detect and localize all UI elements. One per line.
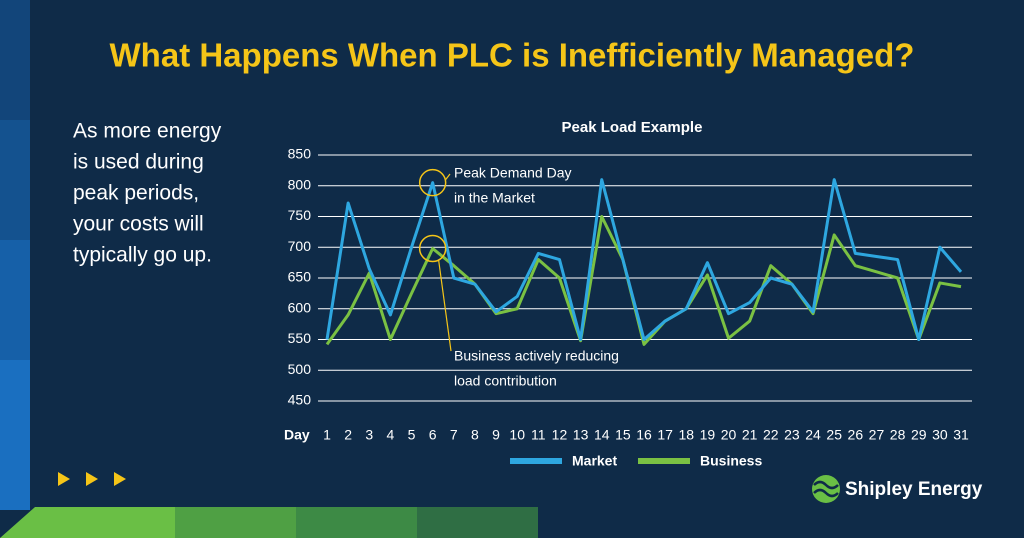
x-axis-label: Day [284, 427, 310, 443]
x-tick-label: 1 [323, 427, 331, 443]
x-tick-label: 19 [700, 427, 716, 443]
series-line [325, 178, 963, 341]
footer-bar [175, 507, 296, 538]
annotation-text: Business actively reducing [454, 348, 619, 364]
x-tick-label: 7 [450, 427, 458, 443]
y-tick-label: 850 [288, 146, 312, 162]
stripe [0, 360, 30, 510]
body-line: your costs will [73, 213, 204, 236]
x-tick-label: 11 [531, 427, 546, 443]
x-tick-label: 26 [848, 427, 864, 443]
body-line: peak periods, [73, 182, 199, 205]
stripe [0, 0, 30, 120]
body-line: typically go up. [73, 244, 212, 267]
annotation-circle [418, 168, 447, 197]
y-tick-label: 600 [288, 299, 312, 315]
y-tick-label: 800 [288, 176, 312, 192]
y-tick-label: 550 [288, 330, 312, 346]
stripe [0, 120, 30, 240]
x-tick-label: 28 [890, 427, 906, 443]
annotation-circle [418, 234, 447, 263]
x-tick-label: 12 [552, 427, 568, 443]
footer-bar [296, 507, 417, 538]
annotation-text: load contribution [454, 373, 557, 389]
x-tick-label: 27 [869, 427, 885, 443]
x-tick-label: 24 [805, 427, 821, 443]
x-tick-label: 3 [365, 427, 373, 443]
y-tick-label: 750 [288, 207, 312, 223]
x-tick-label: 21 [742, 427, 758, 443]
x-tick-label: 9 [492, 427, 500, 443]
footer-bar [417, 507, 538, 538]
page-title: What Happens When PLC is Inefficiently M… [110, 37, 915, 74]
chart-title: Peak Load Example [562, 119, 703, 136]
arrow [58, 472, 70, 486]
body-line: As more energy [73, 120, 222, 143]
chart: Peak Load Example 450 500 550 600 650 700 750 80… [284, 119, 972, 469]
x-tick-label: 4 [387, 427, 395, 443]
y-tick-label: 500 [288, 361, 312, 377]
x-tick-label: 8 [471, 427, 479, 443]
logo-icon [812, 475, 840, 503]
stripe [0, 240, 30, 360]
logo-text: Shipley Energy [845, 479, 983, 500]
x-tick-label: 20 [721, 427, 737, 443]
x-tick-label: 10 [509, 427, 525, 443]
annotation-leader [445, 173, 451, 181]
x-tick-label: 13 [573, 427, 589, 443]
y-tick-label: 700 [288, 238, 312, 254]
series-line [325, 215, 962, 346]
x-tick-label: 29 [911, 427, 927, 443]
logo: Shipley Energy [812, 475, 983, 503]
x-tick-label: 22 [763, 427, 779, 443]
legend-label: Business [700, 453, 762, 469]
logo-icon [813, 480, 839, 498]
y-tick-label: 450 [288, 392, 312, 408]
arrow [86, 472, 98, 486]
x-tick-label: 15 [615, 427, 631, 443]
y-tick-label: 650 [288, 269, 312, 285]
body-line: is used during [73, 151, 204, 174]
annotation-text: Peak Demand Day [454, 165, 572, 181]
x-tick-label: 23 [784, 427, 800, 443]
footer-bar [0, 507, 175, 538]
legend-label: Market [572, 453, 617, 469]
x-tick-label: 18 [678, 427, 694, 443]
x-tick-label: 31 [953, 427, 969, 443]
x-tick-label: 6 [429, 427, 437, 443]
x-tick-label: 17 [657, 427, 673, 443]
annotation-text: in the Market [454, 190, 535, 206]
x-tick-label: 2 [344, 427, 352, 443]
x-tick-label: 30 [932, 427, 948, 443]
x-tick-label: 16 [636, 427, 652, 443]
body-text: As more energy is used during peak periods… [73, 120, 222, 267]
x-tick-label: 25 [826, 427, 842, 443]
x-tick-label: 14 [594, 427, 610, 443]
arrow [114, 472, 126, 486]
annotation-leader [438, 260, 452, 352]
x-tick-label: 5 [408, 427, 416, 443]
